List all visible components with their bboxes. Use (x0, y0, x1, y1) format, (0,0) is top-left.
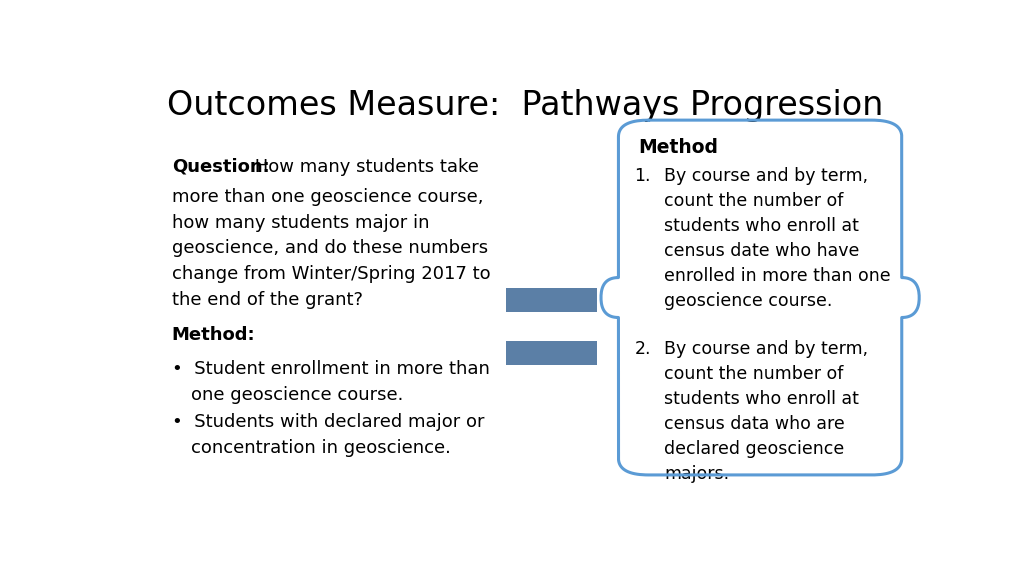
Text: Method: Method (638, 138, 718, 157)
Text: 2.: 2. (634, 340, 651, 358)
Text: By course and by term,
count the number of
students who enroll at
census date wh: By course and by term, count the number … (665, 166, 891, 310)
Text: 1.: 1. (634, 166, 651, 185)
Text: How many students take: How many students take (249, 158, 478, 176)
Text: more than one geoscience course,
how many students major in
geoscience, and do t: more than one geoscience course, how man… (172, 188, 490, 309)
Text: •  Students with declared major or: • Students with declared major or (172, 413, 484, 431)
Text: Method:: Method: (172, 327, 255, 344)
Text: concentration in geoscience.: concentration in geoscience. (191, 439, 452, 457)
Text: one geoscience course.: one geoscience course. (191, 386, 403, 404)
Text: Outcomes Measure:  Pathways Progression: Outcomes Measure: Pathways Progression (167, 89, 883, 122)
FancyBboxPatch shape (506, 287, 597, 312)
Text: By course and by term,
count the number of
students who enroll at
census data wh: By course and by term, count the number … (665, 340, 868, 483)
Text: •  Student enrollment in more than: • Student enrollment in more than (172, 359, 489, 378)
FancyBboxPatch shape (506, 341, 597, 365)
Text: Question:: Question: (172, 158, 269, 176)
